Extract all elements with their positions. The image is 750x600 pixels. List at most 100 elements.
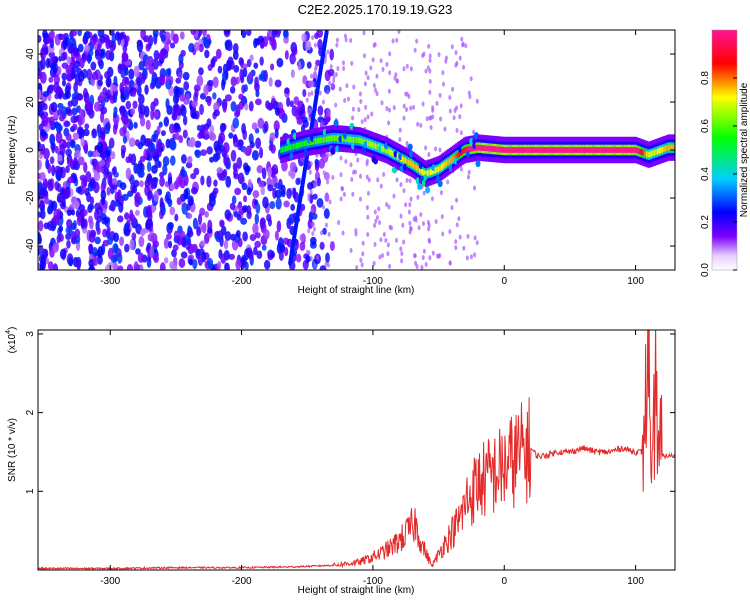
heat-cell <box>434 219 438 225</box>
heat-cell <box>478 144 481 151</box>
heat-cell <box>140 134 147 147</box>
heat-cell <box>262 196 269 209</box>
heat-cell <box>230 233 236 241</box>
heat-cell <box>373 241 377 247</box>
heat-cell <box>66 56 72 64</box>
heat-cell <box>255 137 262 149</box>
heat-cell <box>469 76 473 82</box>
heat-cell <box>415 264 419 270</box>
heat-cell <box>269 200 276 210</box>
heat-cell <box>469 146 472 152</box>
heat-peak <box>624 148 628 152</box>
heat-cell <box>451 155 455 162</box>
spectrogram-xtick-label: 0 <box>501 276 507 287</box>
heat-cell <box>224 231 232 241</box>
heat-cell <box>475 98 479 104</box>
heat-cell <box>308 169 312 175</box>
heat-cell <box>358 173 362 179</box>
heat-cell <box>104 123 111 135</box>
heat-cell <box>427 226 431 232</box>
heat-cell <box>308 80 315 88</box>
heat-cell <box>284 50 289 60</box>
heat-cell <box>203 36 208 48</box>
colorbar-ticks: 0.0 0.2 0.4 0.6 0.8 <box>700 71 737 277</box>
heat-cell <box>127 190 134 197</box>
heat-cell <box>65 165 70 174</box>
heat-cell <box>366 140 370 147</box>
heat-cell <box>305 40 312 51</box>
heat-cell <box>153 190 160 202</box>
heat-cell <box>60 106 68 117</box>
heat-cell <box>461 149 464 155</box>
heat-cell <box>73 81 78 94</box>
heat-cell <box>314 32 319 40</box>
heat-cell <box>459 166 463 172</box>
heat-cell <box>275 197 282 210</box>
heat-cell <box>243 147 250 155</box>
heat-cell <box>257 117 265 129</box>
heat-cell <box>100 127 106 139</box>
heat-cell <box>70 140 76 149</box>
heat-cell <box>334 71 338 77</box>
heat-cell <box>387 88 391 94</box>
heat-cell <box>192 258 198 270</box>
heat-cell <box>48 76 54 83</box>
heat-cell <box>232 43 239 54</box>
heat-cell <box>83 218 88 229</box>
heat-cell <box>346 136 349 143</box>
heat-cell <box>94 236 101 245</box>
heat-cell <box>49 39 54 49</box>
heat-cell <box>122 135 127 144</box>
heat-cell <box>544 147 548 153</box>
heat-cell <box>84 30 91 40</box>
heat-cell <box>362 53 366 59</box>
heat-cell <box>47 205 53 215</box>
heat-cell <box>181 237 187 248</box>
heat-cell <box>399 246 403 252</box>
heat-cell <box>448 158 452 165</box>
heat-cell <box>129 238 135 251</box>
heat-cell <box>233 64 240 73</box>
heat-cell <box>201 30 207 37</box>
heat-cell <box>174 213 179 222</box>
heat-cell <box>152 30 159 39</box>
heat-cell <box>166 233 172 240</box>
heat-cell <box>53 81 60 94</box>
heat-cell <box>181 169 188 178</box>
heat-cell <box>327 136 330 142</box>
heat-cell <box>416 121 420 127</box>
heat-cell <box>121 193 129 201</box>
heat-cell <box>208 131 215 140</box>
snr-line <box>38 330 675 570</box>
heat-cell <box>66 209 72 217</box>
heat-cell <box>343 97 347 103</box>
heat-cell <box>81 177 88 189</box>
spectrogram-ylabel: Frequency (Hz) <box>7 116 18 185</box>
heat-cell <box>661 146 664 153</box>
heat-cell <box>182 71 190 81</box>
heat-cell <box>51 142 56 154</box>
heat-cell <box>146 161 152 173</box>
heat-cell <box>388 263 392 269</box>
heat-cell <box>417 225 421 231</box>
heat-cell <box>255 89 260 98</box>
heat-cell <box>664 145 667 152</box>
heat-cell <box>165 191 171 202</box>
heat-cell <box>108 137 115 149</box>
heat-cell <box>179 193 187 202</box>
heat-cell <box>318 90 322 96</box>
heat-cell <box>193 167 200 176</box>
heat-cell <box>59 248 67 260</box>
heat-cell <box>38 235 42 245</box>
heat-cell <box>121 52 129 63</box>
heat-cell <box>436 166 439 173</box>
heat-cell <box>43 222 50 230</box>
heat-cell <box>307 218 314 230</box>
heat-cell <box>645 151 649 157</box>
heat-cell <box>217 261 222 270</box>
snr-multiplier-base: (x10 <box>7 333 18 353</box>
heat-cell <box>391 38 395 44</box>
heat-cell <box>72 132 80 141</box>
heat-cell <box>97 30 105 38</box>
heat-cell <box>167 67 172 77</box>
